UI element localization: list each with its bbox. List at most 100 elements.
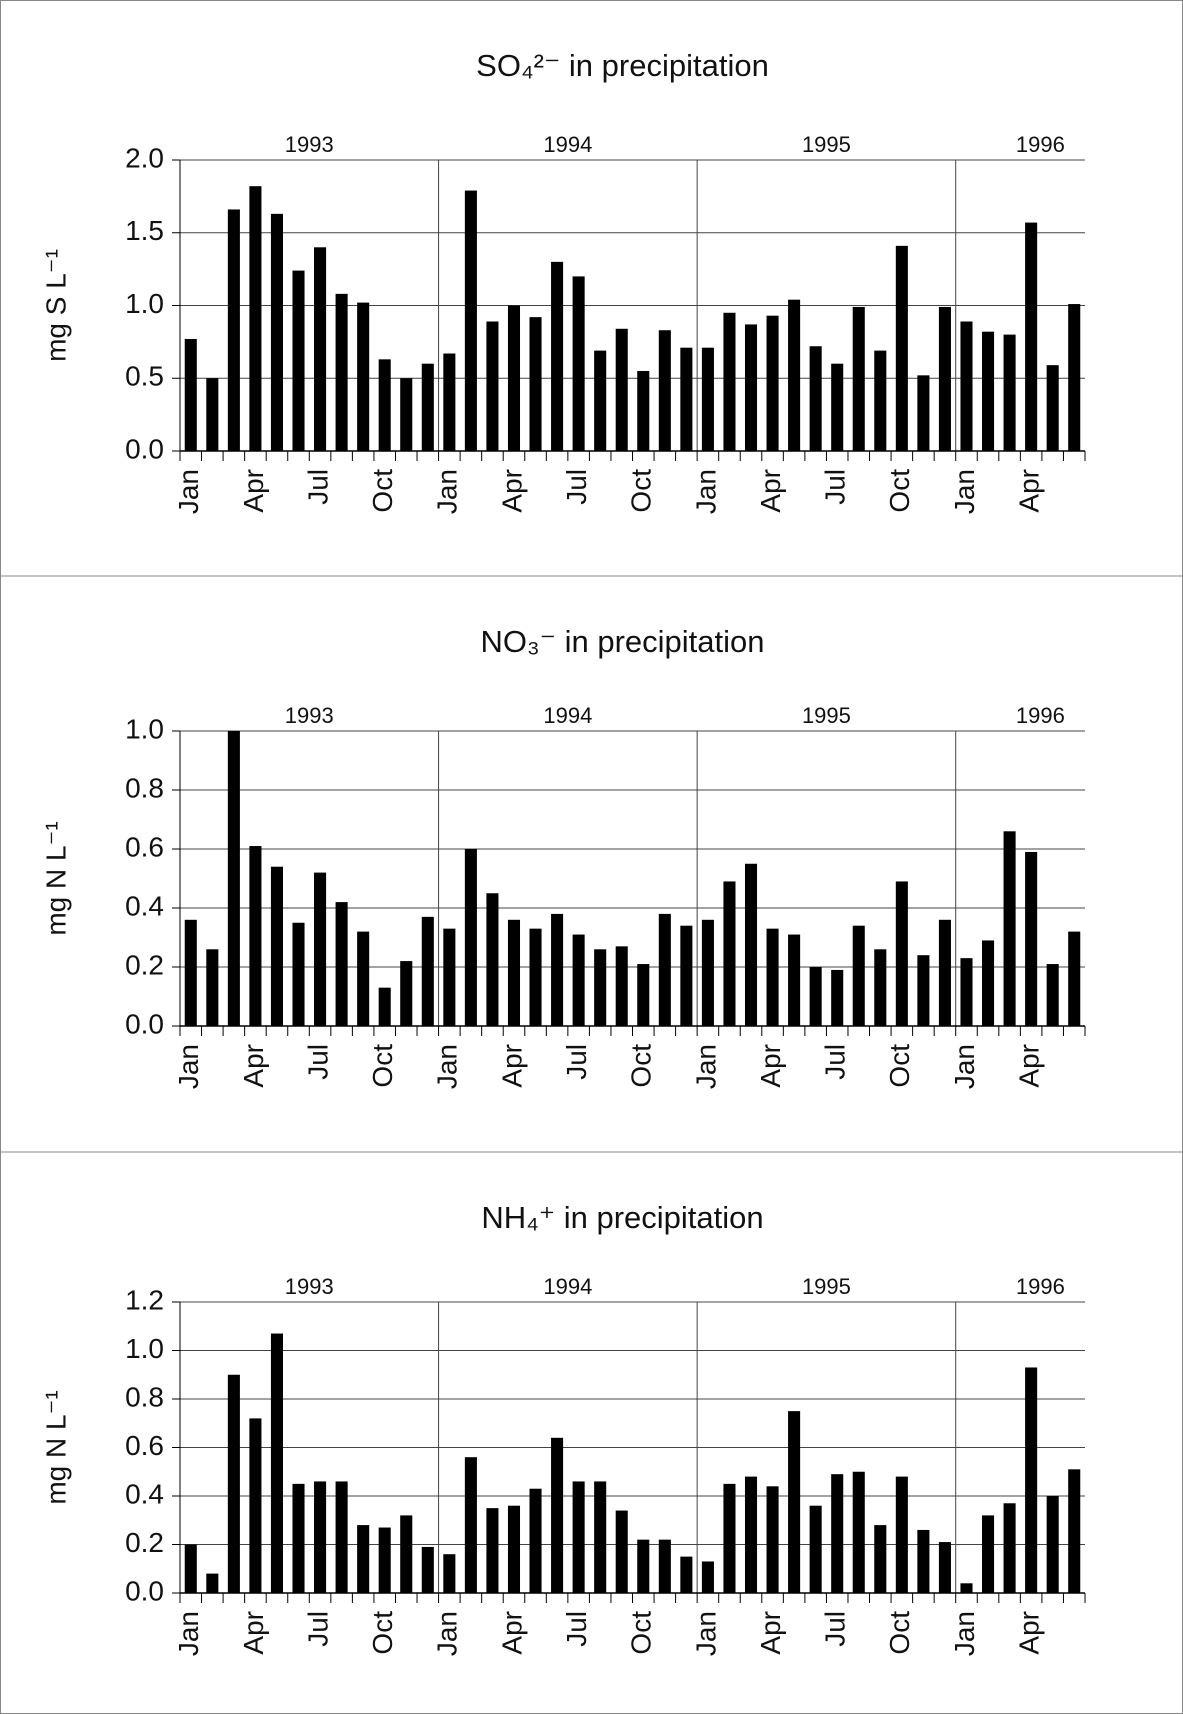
bar [723,1483,736,1593]
year-label: 1995 [802,703,851,728]
bar [701,1561,714,1593]
y-tick-label: 0.8 [125,772,164,803]
bar [270,1333,283,1593]
bar [421,916,434,1026]
x-tick-label: Jan [173,1044,204,1089]
x-tick-label: Jul [820,1044,851,1080]
x-tick-label: Apr [755,469,786,513]
bar [788,934,801,1026]
x-tick-label: Apr [755,1044,786,1088]
y-tick-label: 0.4 [125,890,164,921]
bar [831,1474,844,1593]
bar [680,347,693,451]
bar [1068,1469,1081,1593]
bar [982,331,995,451]
bar [184,1544,197,1593]
x-tick-label: Apr [496,1044,527,1088]
x-tick-label: Jul [561,469,592,505]
bar [658,913,671,1026]
y-axis-label: mg N L⁻¹ [40,821,71,935]
bar [292,922,305,1026]
chart-title: NH₄⁺ in precipitation [481,1200,763,1235]
bar [938,306,951,451]
bar [615,946,628,1026]
year-label: 1996 [1016,1274,1065,1299]
bar [594,350,607,451]
y-tick-label: 0.6 [125,1430,164,1461]
bar [184,338,197,451]
bar [227,731,240,1026]
bar [443,353,456,451]
y-tick-label: 0.4 [125,1478,164,1509]
year-label: 1995 [802,1274,851,1299]
bar [809,346,822,451]
bar [507,305,521,451]
bar [917,955,930,1026]
x-tick-label: Jan [690,1044,721,1089]
bar [249,846,262,1026]
chart-title: NO₃⁻ in precipitation [481,624,765,659]
bar [723,881,736,1026]
bar [701,347,714,451]
bar [701,919,714,1026]
y-tick-label: 1.0 [125,288,164,319]
x-tick-label: Oct [626,1611,657,1655]
bar [1003,1503,1016,1593]
bar [982,1515,995,1593]
bar [637,1539,650,1593]
year-label: 1994 [543,1274,592,1299]
bar [1003,831,1016,1026]
bar [874,949,887,1026]
y-tick-label: 1.5 [125,215,164,246]
x-tick-label: Jan [173,469,204,514]
x-tick-label: Jan [949,1611,980,1656]
bar [895,1476,908,1593]
x-tick-label: Apr [1014,1611,1045,1655]
bar [766,315,779,451]
bar [938,919,951,1026]
bar [917,1529,930,1593]
bar [1046,365,1059,451]
year-label: 1993 [285,132,334,157]
y-tick-label: 0.2 [125,1527,164,1558]
x-tick-label: Oct [367,1044,398,1088]
bar [400,961,413,1026]
x-tick-label: Jul [820,1611,851,1647]
y-tick-label: 0.0 [125,1008,164,1039]
bar [852,925,865,1026]
x-tick-label: Oct [884,1611,915,1655]
bar [443,928,456,1026]
panel: NO₃⁻ in precipitation mg N L⁻¹ 0.0 0.2 0.4 0.… [40,624,1086,1089]
x-tick-label: Jul [820,469,851,505]
y-tick-label: 1.0 [125,713,164,744]
y-tick-label: 2.0 [125,142,164,173]
bar [788,299,801,451]
bar [960,1583,973,1593]
y-axis-label: mg N L⁻¹ [40,1390,71,1504]
panel: NH₄⁺ in precipitation mg N L⁻¹ 0.0 0.2 0.4 0.… [40,1200,1086,1656]
bar [486,893,499,1026]
x-tick-label: Apr [238,1611,269,1655]
bar [809,1505,822,1593]
y-tick-label: 1.2 [125,1284,164,1315]
bar [206,949,219,1026]
bar [680,1556,693,1593]
bar [249,1418,262,1593]
bar [507,1505,521,1593]
bar [1046,964,1059,1026]
x-tick-label: Apr [1014,1044,1045,1088]
y-tick-label: 1.0 [125,1333,164,1364]
bar [615,328,628,451]
bar [227,209,240,451]
bar [335,902,348,1026]
x-tick-label: Apr [755,1611,786,1655]
x-tick-label: Oct [367,469,398,513]
x-tick-label: Jan [690,1611,721,1656]
bar [378,359,391,451]
bar [486,1508,499,1593]
bar [206,378,219,451]
chart-title: SO₄²⁻ in precipitation [476,48,769,83]
bar [744,863,758,1026]
bar [723,312,736,451]
